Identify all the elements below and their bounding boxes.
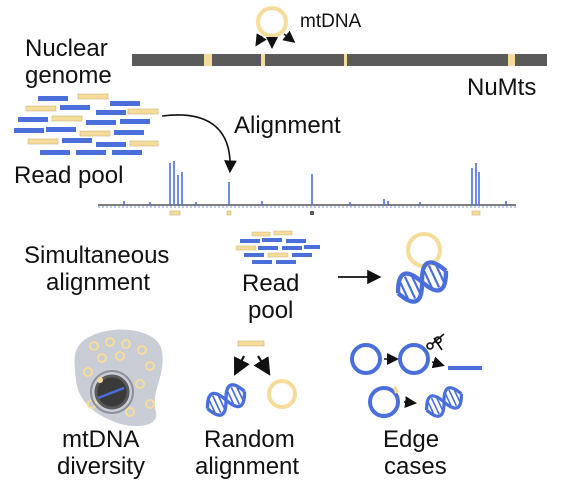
dna-helix-icon: [420, 382, 468, 422]
mt-read: [237, 340, 265, 347]
alignment-arrow: [161, 114, 237, 174]
simultaneous-label-1: Simultaneous: [24, 242, 169, 269]
simultaneous-label-2: alignment: [46, 269, 150, 296]
mtdna-diversity-label-1: mtDNA: [62, 426, 139, 453]
alignment-label: Alignment: [234, 112, 341, 139]
mtdna-label: mtDNA: [300, 11, 362, 32]
edge-cases-label-1: Edge: [383, 426, 439, 453]
read-pool-small-label-2: pool: [248, 297, 293, 324]
edge-case-diagram: [350, 343, 482, 418]
mtdna-circle-icon: [267, 379, 297, 409]
dna-helix-icon: [200, 379, 252, 421]
nuclear-genome-label-2: genome: [25, 62, 112, 89]
coverage-track: [98, 161, 516, 216]
read-pool-label: Read pool: [14, 162, 123, 189]
read-pool-reads: [14, 93, 159, 155]
random-arrow-right: [253, 355, 271, 376]
numts-label: NuMts: [467, 74, 536, 101]
small-read-pool: [235, 230, 320, 264]
scissors-icon: [426, 333, 445, 351]
cell-icon: [74, 329, 163, 427]
insertion-arrows: [255, 30, 296, 49]
mtdna-diversity-label-2: diversity: [57, 453, 145, 480]
edge-cases-label-2: cases: [384, 453, 447, 480]
nuclear-genome-bar: [132, 54, 547, 66]
read-pool-small-label-1: Read: [242, 270, 299, 297]
random-alignment-label-2: alignment: [195, 453, 299, 480]
mtdna-circle-icon: [256, 6, 288, 38]
random-arrow-left: [234, 355, 250, 376]
random-alignment-label-1: Random: [204, 426, 295, 453]
nuclear-genome-label-1: Nuclear: [25, 35, 108, 62]
